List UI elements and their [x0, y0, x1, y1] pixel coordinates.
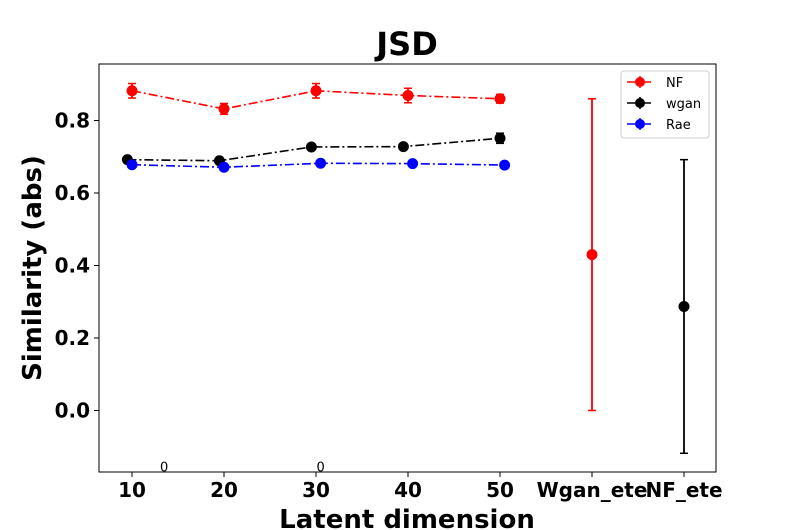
data-point	[678, 300, 690, 312]
series-rae	[126, 157, 511, 173]
data-point	[315, 157, 327, 169]
y-tick-label: 0.8	[55, 109, 90, 133]
legend-marker	[635, 98, 645, 108]
x-tick-label: 30	[302, 478, 330, 502]
y-tick-label: 0.6	[55, 181, 90, 205]
legend-label: NF	[666, 76, 683, 91]
data-point	[494, 132, 506, 144]
chart-title: JSD	[374, 25, 438, 63]
data-point	[310, 85, 322, 97]
x-tick-label: Wgan_ete	[537, 478, 648, 502]
data-point	[407, 158, 419, 170]
legend-label: wgan	[666, 97, 701, 112]
legend-marker	[635, 119, 645, 129]
x-tick-label: 50	[486, 478, 514, 502]
legend-marker	[635, 77, 645, 87]
x-tick-label: 20	[210, 478, 238, 502]
legend: NF wgan Rae	[620, 70, 710, 139]
data-point	[218, 103, 230, 115]
annotation-label: 0	[160, 461, 168, 476]
data-point	[494, 93, 506, 105]
x-tick-label: 10	[118, 478, 146, 502]
y-tick-label: 0.2	[55, 326, 90, 350]
data-point	[402, 89, 414, 101]
legend-label: Rae	[666, 118, 691, 133]
y-axis-label: Similarity (abs)	[18, 155, 48, 381]
y-axis-ticks: 0.0 0.2 0.4 0.6 0.8	[55, 109, 99, 423]
x-tick-label: NF_ete	[645, 478, 722, 502]
data-point	[397, 141, 409, 153]
y-tick-label: 0.4	[55, 254, 90, 278]
series-wgan	[121, 132, 506, 167]
data-point	[126, 159, 138, 171]
data-point	[126, 85, 138, 97]
y-tick-label: 0.0	[55, 399, 90, 423]
data-point	[218, 161, 230, 173]
series-layer	[121, 82, 690, 455]
annotation-label: 0	[316, 461, 324, 476]
x-axis-label: Latent dimension	[279, 505, 535, 530]
x-tick-label: 40	[394, 478, 422, 502]
data-point	[586, 249, 598, 261]
series-nf-ete	[678, 158, 690, 455]
series-wgan-ete	[586, 98, 598, 412]
data-point	[499, 159, 511, 171]
series-nf	[126, 82, 506, 116]
data-point	[305, 141, 317, 153]
series-line	[127, 137, 501, 162]
